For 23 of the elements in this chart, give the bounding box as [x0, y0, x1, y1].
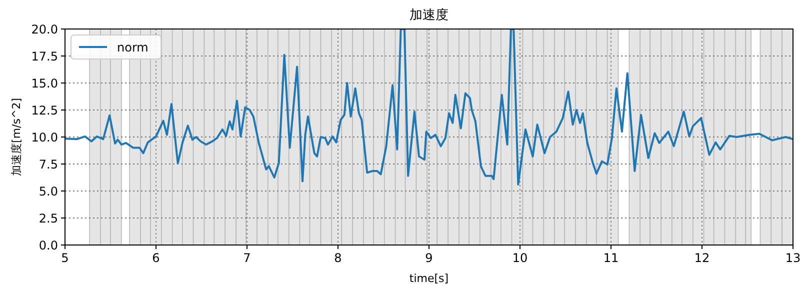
- y-tick-label: 10.0: [31, 130, 58, 144]
- x-tick-label: 12: [694, 251, 710, 265]
- y-tick-label: 0.0: [38, 238, 58, 252]
- y-axis-title: 加速度[m/s^2]: [10, 98, 23, 176]
- x-tick-label: 10: [512, 251, 528, 265]
- x-tick-label: 7: [243, 251, 251, 265]
- y-tick-label: 20.0: [31, 22, 58, 36]
- x-tick-label: 9: [425, 251, 433, 265]
- y-tick-label: 15.0: [31, 76, 58, 90]
- x-tick-label: 8: [334, 251, 342, 265]
- chart-title: 加速度: [410, 7, 448, 23]
- x-tick-label: 13: [785, 251, 801, 265]
- y-tick-label: 5.0: [38, 184, 58, 198]
- y-tick-label: 2.5: [38, 212, 58, 226]
- line-series: [65, 29, 793, 186]
- x-tick-label: 11: [603, 251, 619, 265]
- y-tick-label: 17.5: [31, 50, 58, 64]
- x-tick-label: 6: [152, 251, 160, 265]
- y-tick-label: 12.5: [31, 104, 58, 118]
- legend-label: norm: [117, 40, 148, 54]
- x-axis-title: time[s]: [409, 272, 449, 285]
- x-tick-label: 5: [61, 251, 69, 265]
- y-tick-label: 7.5: [38, 158, 58, 172]
